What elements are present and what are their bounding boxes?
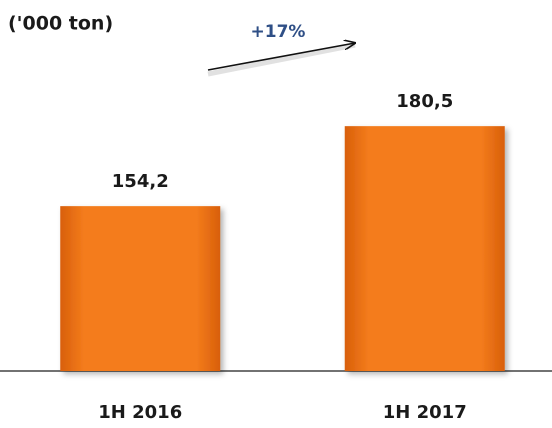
arrow-shadow bbox=[207, 42, 356, 77]
annotation: +17% bbox=[251, 22, 306, 42]
chart-title: ('000 ton) bbox=[8, 13, 113, 35]
arrow bbox=[207, 43, 355, 71]
x-tick-label: 1H 2016 bbox=[98, 402, 182, 423]
x-tick-label: 1H 2017 bbox=[383, 402, 467, 423]
value-label: 154,2 bbox=[112, 171, 169, 192]
value-label: 180,5 bbox=[396, 91, 453, 112]
bar bbox=[60, 206, 221, 371]
bar bbox=[344, 126, 505, 371]
